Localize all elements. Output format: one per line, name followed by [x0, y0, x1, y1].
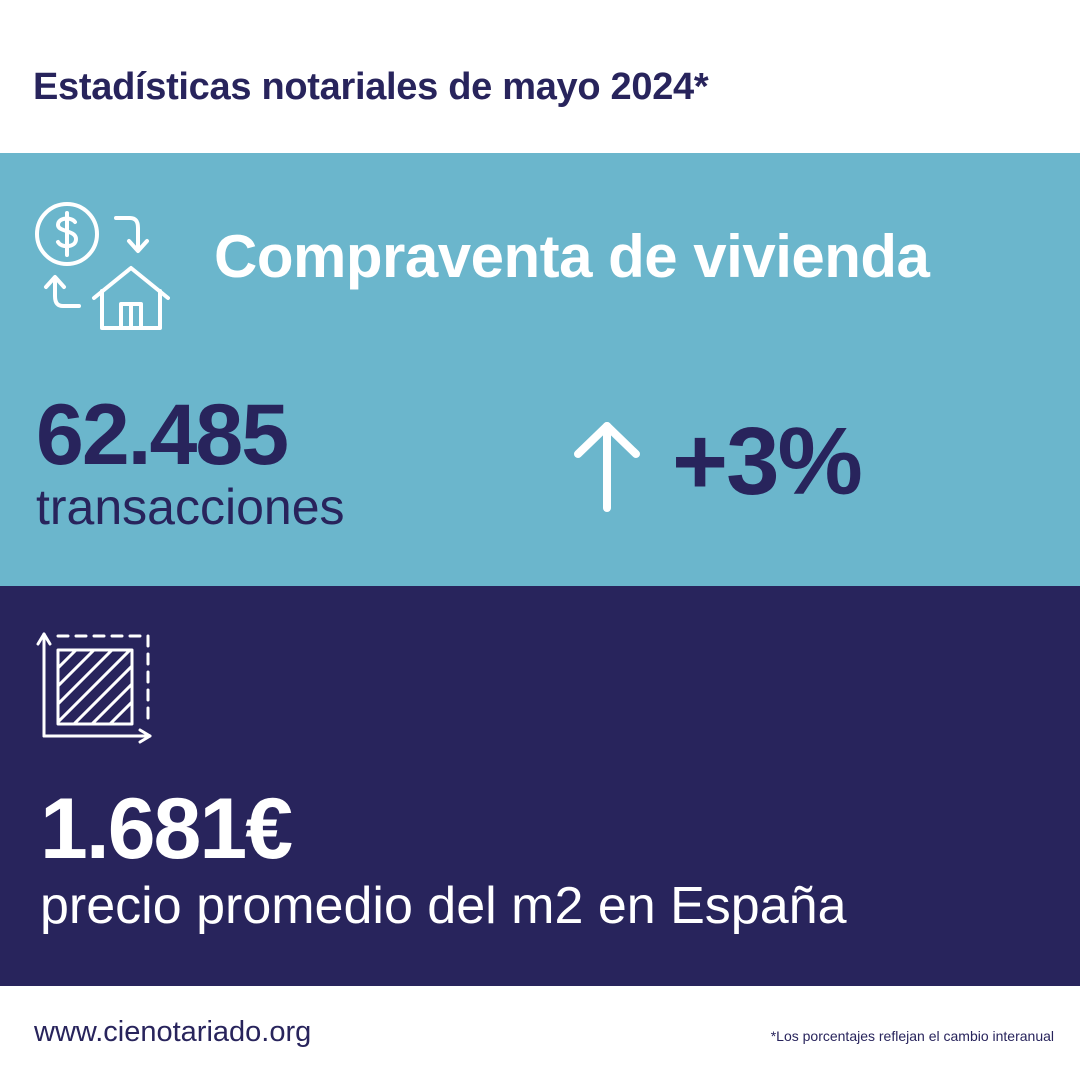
header: Estadísticas notariales de mayo 2024* [0, 0, 1080, 153]
average-price-value: 1.681€ [40, 781, 293, 877]
transactions-count: 62.485 [36, 387, 289, 483]
footnote: *Los porcentajes reflejan el cambio inte… [770, 1028, 1054, 1044]
housing-sales-panel [0, 153, 1080, 586]
money-house-exchange-icon [35, 202, 170, 330]
transactions-label: transacciones [36, 479, 345, 535]
area-square-meter-icon [36, 632, 152, 744]
price-panel [0, 586, 1080, 986]
yoy-change-value: +3% [672, 408, 863, 515]
average-price-label: precio promedio del m2 en España [40, 877, 847, 935]
website-link[interactable]: www.cienotariado.org [34, 1016, 312, 1048]
arrow-up-icon [574, 422, 640, 512]
section-heading: Compraventa de vivienda [214, 223, 930, 290]
page-title: Estadísticas notariales de mayo 2024* [33, 66, 709, 108]
